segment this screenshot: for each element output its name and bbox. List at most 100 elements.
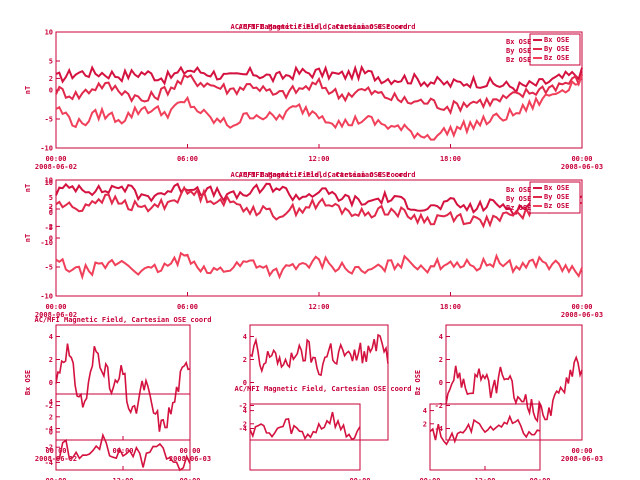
chart-1-ghost-tick-label: 2 xyxy=(49,203,53,211)
chart-7-ytick-label: 4 xyxy=(423,407,427,415)
chart-3-ytick-label: -4 xyxy=(239,425,247,433)
chart-1-series-2 xyxy=(55,185,583,229)
chart-4-xtick-time: 00:00 xyxy=(571,447,592,455)
chart-5-xtick-time: 00:00 xyxy=(45,477,66,480)
chart-7-xtick-time: 12:00 xyxy=(474,477,495,480)
chart-2-series-1 xyxy=(55,343,191,432)
chart-6-ytick-label: 2 xyxy=(243,420,247,428)
chart-7-xtick-time: 00:00 xyxy=(529,477,550,480)
chart-7-series-1 xyxy=(429,414,541,446)
chart-0-title: AC/MFI Magnetic Field, Cartesian OSE coo… xyxy=(230,23,407,31)
chart-0-xtick-time: 00:00 xyxy=(571,155,592,163)
chart-5-series-1 xyxy=(55,432,191,472)
chart-0-xtick-date: 2008-06-03 xyxy=(561,163,603,171)
chart-0-legend-ghost-entry: Bx OSE xyxy=(506,38,531,46)
chart-1-series-1 xyxy=(55,182,583,215)
chart-4-ytick-label: -2 xyxy=(435,402,443,410)
chart-1-xtick-time: 18:00 xyxy=(440,303,461,311)
chart-2-ytick-label: -4 xyxy=(45,425,53,433)
chart-0-ytick-label: -5 xyxy=(45,116,53,124)
chart-1-xtick-date: 2008-06-03 xyxy=(561,311,603,319)
chart-1-ghost-tick-label: -10 xyxy=(40,239,53,247)
chart-3-series-1 xyxy=(249,333,389,377)
chart-1-xtick-time: 00:00 xyxy=(45,303,66,311)
chart-4-ylabel: Bz OSE xyxy=(414,370,422,395)
chart-5-ytick-label: -4 xyxy=(45,459,53,467)
chart-0-legend-ghost-entry: Bz OSE xyxy=(506,56,531,64)
chart-7-ytick-label: 2 xyxy=(423,420,427,428)
chart-0-xtick-time: 18:00 xyxy=(440,155,461,163)
chart-0-xtick-time: 12:00 xyxy=(308,155,329,163)
chart-0-ytick-label: -10 xyxy=(40,145,53,153)
chart-3-ytick-label: 0 xyxy=(243,379,247,387)
chart-2-ylabel: Bx OSE xyxy=(24,370,32,395)
chart-1-legend-ghost-entry: Bx OSE xyxy=(506,186,531,194)
chart-0-overlay-title: AC/MFI Magnetic Field, Cartesian OSE coo… xyxy=(238,23,415,31)
chart-2-ytick-label: 0 xyxy=(49,379,53,387)
chart-2-xtick-time: 06:00 xyxy=(112,447,133,455)
chart-1-xtick-time: 00:00 xyxy=(571,303,592,311)
chart-1-xtick-time: 06:00 xyxy=(177,303,198,311)
chart-7-xtick-time: 00:00 xyxy=(419,477,440,480)
chart-5-ytick-label: 0 xyxy=(49,429,53,437)
chart-0-series-2 xyxy=(55,73,583,116)
chart-4-ytick-label: 2 xyxy=(439,356,443,364)
chart-0-xtick-date: 2008-06-02 xyxy=(35,163,77,171)
chart-6-plot-frame xyxy=(249,403,361,471)
chart-1-ytick-label: 10 xyxy=(45,177,53,185)
chart-2-title: AC/MFI Magnetic Field, Cartesian OSE coo… xyxy=(34,316,211,324)
chart-0-ytick-label: 2 xyxy=(49,75,53,83)
chart-5-ytick-label: -2 xyxy=(45,444,53,452)
chart-1-series-3 xyxy=(55,251,583,281)
chart-3-ytick-label: 2 xyxy=(243,356,247,364)
chart-1-legend-entry: Bx OSE xyxy=(544,184,569,192)
chart-2-ytick-label: 4 xyxy=(49,333,53,341)
chart-4-ytick-label: 0 xyxy=(439,379,443,387)
chart-0-legend-entry: By OSE xyxy=(544,45,569,53)
chart-3-ytick-label: 4 xyxy=(243,333,247,341)
chart-1-ytick-label: 2 xyxy=(49,223,53,231)
chart-0-plot-frame xyxy=(55,31,583,149)
chart-6-xtick-time: 00:00 xyxy=(349,477,370,480)
chart-1-overlay-title: AC/MFI Magnetic Field, Cartesian OSE coo… xyxy=(238,171,415,179)
chart-0-xtick-time: 00:00 xyxy=(45,155,66,163)
chart-0-legend-ghost-entry: By OSE xyxy=(506,47,531,55)
chart-1-ghost-tick-label: 0 xyxy=(49,209,53,217)
chart-1-ghost-tick-label: 10 xyxy=(45,179,53,187)
chart-4-series-1 xyxy=(445,355,583,423)
chart-0-xtick-time: 06:00 xyxy=(177,155,198,163)
chart-0-series-1 xyxy=(55,64,583,95)
chart-1-legend-entry: Bz OSE xyxy=(544,202,569,210)
chart-6-ytick-label: 4 xyxy=(243,407,247,415)
chart-1-ytick-label: -5 xyxy=(45,264,53,272)
chart-1-xtick-date: 2008-06-02 xyxy=(35,311,77,319)
chart-2-plot-frame xyxy=(55,324,191,441)
chart-1-ghost-tick-label: 5 xyxy=(49,194,53,202)
chart-2-ytick-label: 2 xyxy=(49,356,53,364)
chart-1-ytick-label: 0 xyxy=(49,235,53,243)
chart-5-title: AC/MFI Magnetic Field, Cartesian OSE coo… xyxy=(234,385,411,393)
chart-1-ylabel-ghost: nT xyxy=(24,184,32,192)
chart-4-xtick-date: 2008-06-03 xyxy=(561,455,603,463)
chart-0-series-3 xyxy=(55,74,583,141)
chart-0-legend-entry: Bx OSE xyxy=(544,36,569,44)
chart-1-legend-entry: By OSE xyxy=(544,193,569,201)
chart-0-ytick-label: 0 xyxy=(49,87,53,95)
chart-1-xtick-time: 12:00 xyxy=(308,303,329,311)
chart-0-legend-entry: Bz OSE xyxy=(544,54,569,62)
chart-1-plot-frame xyxy=(55,179,583,297)
chart-3-ytick-label: -2 xyxy=(239,402,247,410)
chart-6-series-1 xyxy=(249,411,361,441)
chart-1-title: AC/MFI Magnetic Field, Cartesian OSE coo… xyxy=(230,171,407,179)
chart-1-ylabel: nT xyxy=(24,234,32,242)
chart-5-ytick-label: 4 xyxy=(49,398,53,406)
chart-1-ghost-tick-label: -5 xyxy=(45,224,53,232)
chart-0-ytick-label: 10 xyxy=(45,29,53,37)
chart-4-ytick-label: 4 xyxy=(439,333,443,341)
chart-5-ytick-label: 2 xyxy=(49,413,53,421)
chart-1-ytick-label: 5 xyxy=(49,206,53,214)
chart-5-xtick-time: 00:00 xyxy=(179,477,200,480)
chart-0-ylabel: nT xyxy=(24,86,32,94)
chart-2-ytick-label: -2 xyxy=(45,402,53,410)
